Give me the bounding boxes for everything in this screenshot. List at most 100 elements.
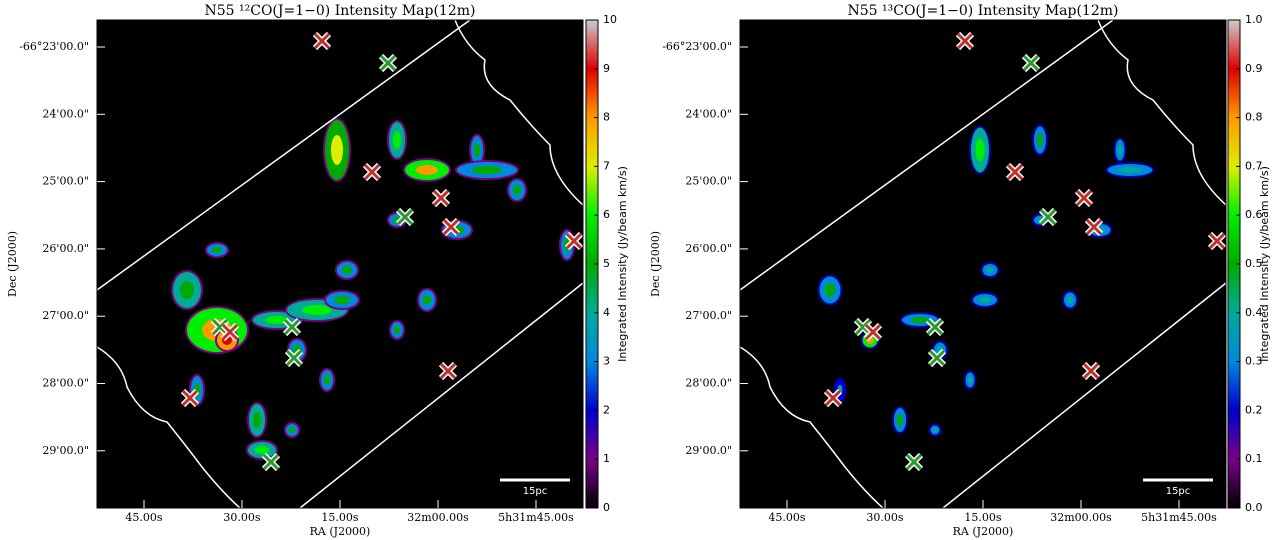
emission-core bbox=[975, 138, 985, 162]
emission-core bbox=[331, 135, 343, 165]
source-marker bbox=[181, 389, 199, 407]
colorbar-label: Integrated Intensity (Jy/beam km/s) bbox=[616, 166, 629, 362]
source-marker bbox=[1022, 54, 1040, 72]
colorbar-tick-label: 10 bbox=[603, 13, 617, 26]
panel: N55 ¹³CO(J=1−0) Intensity Map(12m) 15pc -6… bbox=[649, 3, 1271, 538]
colorbar-tick-label: 0 bbox=[603, 501, 610, 514]
y-tick-label: -66°23'00.0" bbox=[662, 40, 732, 53]
source-marker bbox=[396, 208, 414, 226]
coverage-edge bbox=[1097, 19, 1227, 206]
x-tick-label: 5h31m45.00s bbox=[498, 511, 574, 524]
y-tick-label: 27'00.0" bbox=[685, 309, 732, 322]
source-marker bbox=[262, 453, 280, 471]
emission-core bbox=[1118, 167, 1142, 173]
x-axis-label: RA (J2000) bbox=[953, 525, 1014, 538]
scale-bar-label: 15pc bbox=[1166, 486, 1191, 497]
x-tick-label: 5h31m45.00s bbox=[1141, 511, 1217, 524]
emission-core bbox=[180, 281, 194, 299]
colorbar-tick-label: 5 bbox=[603, 257, 610, 270]
colorbar-tick-label: 4 bbox=[603, 306, 610, 319]
scale-bar-label: 15pc bbox=[523, 486, 548, 497]
emission-core bbox=[289, 427, 295, 433]
source-marker bbox=[928, 349, 946, 367]
colorbar-tick-label: 1 bbox=[603, 452, 610, 465]
emission-core bbox=[911, 317, 929, 323]
source-marker bbox=[283, 318, 301, 336]
emission-core bbox=[986, 267, 994, 273]
source-marker bbox=[285, 349, 303, 367]
colorbar-tick-label: 6 bbox=[603, 208, 610, 221]
emission-core bbox=[1117, 144, 1123, 156]
colorbar-tick-label: 0.7 bbox=[1245, 159, 1263, 172]
source-marker bbox=[1039, 208, 1057, 226]
emission-core bbox=[334, 296, 350, 304]
emission-core bbox=[932, 427, 938, 433]
y-tick-label: 28'00.0" bbox=[685, 377, 732, 390]
colorbar-tick-label: 1.0 bbox=[1245, 13, 1263, 26]
y-tick-label: 26'00.0" bbox=[42, 242, 89, 255]
colorbar-tick-label: 0.4 bbox=[1245, 306, 1263, 319]
y-tick-label: 27'00.0" bbox=[42, 309, 89, 322]
source-marker bbox=[1006, 163, 1024, 181]
colorbar-tick-label: 0.2 bbox=[1245, 403, 1263, 416]
y-tick-label: 25'00.0" bbox=[685, 175, 732, 188]
colorbar-tick-label: 0.6 bbox=[1245, 208, 1263, 221]
colorbar-tick-label: 3 bbox=[603, 355, 610, 368]
colorbar-label: Integrated Intensity (Jy/beam km/s) bbox=[1258, 166, 1271, 362]
x-tick-label: 32m00.00s bbox=[1050, 511, 1112, 524]
y-tick-label: 24'00.0" bbox=[42, 107, 89, 120]
emission-core bbox=[824, 283, 836, 297]
emission-core bbox=[1037, 133, 1043, 147]
source-marker bbox=[442, 218, 460, 236]
emission-core bbox=[253, 412, 261, 428]
panel: N55 ¹²CO(J=1−0) Intensity Map(12m) 15pc -6… bbox=[6, 3, 629, 538]
source-marker bbox=[439, 362, 457, 380]
emission-core bbox=[394, 326, 400, 334]
emission-core bbox=[302, 305, 332, 315]
coverage-edge bbox=[96, 346, 241, 509]
x-axis-label: RA (J2000) bbox=[310, 525, 371, 538]
y-tick-label: 29'00.0" bbox=[42, 444, 89, 457]
source-marker bbox=[864, 323, 882, 341]
colorbar-tick-label: 0.5 bbox=[1245, 257, 1263, 270]
source-marker bbox=[379, 54, 397, 72]
emission-core bbox=[1067, 296, 1073, 304]
x-tick-label: 32m00.00s bbox=[407, 511, 469, 524]
y-tick-label: 26'00.0" bbox=[685, 242, 732, 255]
source-marker bbox=[956, 32, 974, 50]
colorbar-tick-label: 0.1 bbox=[1245, 452, 1263, 465]
emission-core bbox=[255, 446, 269, 454]
colorbar-tick-label: 7 bbox=[603, 159, 610, 172]
y-tick-label: 25'00.0" bbox=[42, 175, 89, 188]
colorbar-tick-label: 0.3 bbox=[1245, 355, 1263, 368]
y-tick-label: 28'00.0" bbox=[42, 377, 89, 390]
y-axis-label: Dec (J2000) bbox=[6, 231, 19, 297]
coverage-edge bbox=[96, 19, 471, 291]
emission-core bbox=[513, 185, 521, 195]
y-tick-label: 24'00.0" bbox=[685, 107, 732, 120]
source-marker bbox=[565, 232, 583, 250]
emission-core bbox=[979, 297, 991, 303]
source-marker bbox=[363, 163, 381, 181]
source-marker bbox=[1208, 232, 1226, 250]
emission-core bbox=[342, 266, 352, 274]
x-tick-label: 30.00s bbox=[223, 511, 260, 524]
coverage-edge bbox=[942, 282, 1227, 509]
source-marker bbox=[221, 323, 239, 341]
source-marker bbox=[926, 318, 944, 336]
colorbar-tick-label: 0.9 bbox=[1245, 62, 1263, 75]
emission-core bbox=[897, 414, 903, 426]
colorbar-tick-label: 2 bbox=[603, 403, 610, 416]
coverage-edge bbox=[454, 19, 584, 206]
colorbar-tick-label: 9 bbox=[603, 62, 610, 75]
y-axis-label: Dec (J2000) bbox=[649, 231, 662, 297]
source-marker bbox=[824, 389, 842, 407]
emission-core bbox=[472, 166, 502, 174]
y-tick-label: -66°23'00.0" bbox=[19, 40, 89, 53]
x-tick-label: 15.00s bbox=[964, 511, 1001, 524]
emission-core bbox=[967, 376, 973, 384]
source-marker bbox=[313, 32, 331, 50]
coverage-edge bbox=[299, 282, 584, 509]
x-tick-label: 30.00s bbox=[866, 511, 903, 524]
